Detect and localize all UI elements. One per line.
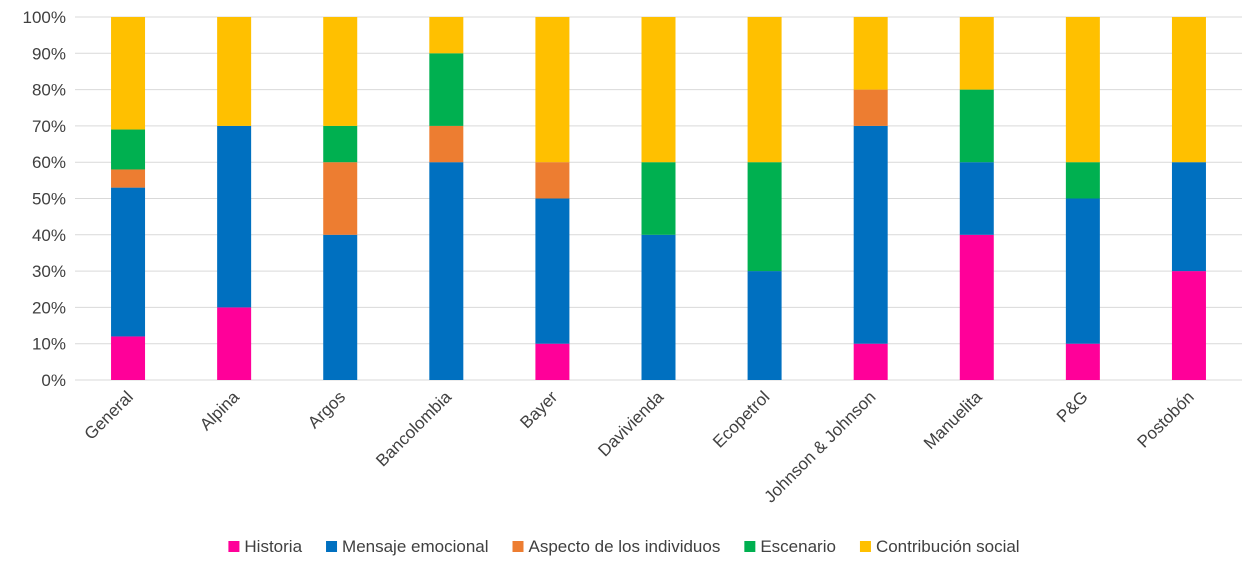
bar-segment — [323, 234, 358, 380]
bar-segment — [1171, 162, 1206, 272]
bar-segment — [959, 89, 994, 163]
bar-segment — [323, 125, 358, 163]
legend-item: Contribución social — [859, 537, 1020, 556]
bar-segment — [853, 17, 888, 90]
y-tick-label: 60% — [32, 153, 66, 172]
bar-segment — [217, 307, 252, 380]
y-tick-label: 80% — [32, 81, 66, 100]
bar-segment — [323, 162, 358, 235]
y-tick-label: 50% — [32, 190, 66, 209]
bar-segment — [429, 53, 464, 126]
bar-segment — [535, 17, 570, 163]
y-tick-label: 90% — [32, 44, 66, 63]
x-tick-label: Davivienda — [594, 387, 667, 460]
y-tick-label: 100% — [23, 8, 66, 27]
legend-item: Escenario — [744, 537, 836, 556]
y-tick-label: 20% — [32, 298, 66, 317]
y-tick-label: 40% — [32, 226, 66, 245]
legend-swatch — [744, 541, 756, 552]
legend-swatch — [512, 541, 524, 552]
bar-segment — [959, 162, 994, 235]
bar-segment — [641, 17, 676, 163]
y-tick-label: 70% — [32, 117, 66, 136]
x-tick-label: General — [81, 387, 137, 443]
bar-segment — [217, 17, 252, 126]
bar-segment — [111, 187, 146, 337]
x-tick-label: Argos — [304, 387, 349, 432]
bar-segment — [1065, 343, 1100, 380]
x-tick-label: Johnson & Johnson — [760, 387, 879, 506]
x-tick-label: Bayer — [516, 387, 561, 432]
bar-segment — [111, 169, 146, 188]
legend-label: Aspecto de los individuos — [529, 537, 721, 556]
bar-segment — [641, 234, 676, 380]
x-tick-label: Manuelita — [920, 387, 986, 453]
legend-item: Historia — [228, 537, 303, 556]
y-tick-label: 30% — [32, 262, 66, 281]
bar-segment — [1171, 17, 1206, 163]
x-tick-label: Postobón — [1134, 387, 1198, 451]
bar-segment — [853, 343, 888, 380]
bar-segment — [959, 234, 994, 380]
x-tick-label: Ecopetrol — [709, 387, 773, 451]
bar-segment — [747, 162, 782, 272]
legend-label: Mensaje emocional — [342, 537, 488, 556]
bar-segment — [429, 125, 464, 163]
legend-label: Contribución social — [876, 537, 1020, 556]
y-tick-label: 0% — [41, 371, 66, 390]
bar-segment — [429, 162, 464, 380]
x-tick-label: Alpina — [196, 387, 243, 434]
bar-segment — [747, 271, 782, 380]
x-tick-label: P&G — [1053, 387, 1092, 426]
legend-item: Mensaje emocional — [326, 537, 489, 556]
legend-swatch — [228, 541, 240, 552]
bar-segment — [853, 89, 888, 126]
bar-segment — [535, 162, 570, 199]
bar-segment — [1171, 271, 1206, 380]
legend: Historia Mensaje emocional Aspecto de los … — [228, 537, 1020, 556]
bar-segment — [641, 162, 676, 235]
bar-segment — [1065, 162, 1100, 199]
bar-segment — [535, 343, 570, 380]
y-tick-label: 10% — [32, 335, 66, 354]
x-tick-label: Bancolombia — [372, 387, 455, 470]
bar-segment — [1065, 198, 1100, 344]
axes: 0% 10% 20% 30% 40% 50% 60% 70% 80% 90% 100% General… — [23, 8, 1198, 506]
legend-swatch — [326, 541, 338, 552]
bar-segment — [217, 125, 252, 308]
bar-segment — [747, 17, 782, 163]
bars — [111, 17, 1206, 380]
bar-segment — [323, 17, 358, 126]
legend-swatch — [859, 541, 871, 552]
legend-label: Historia — [244, 537, 302, 556]
bar-segment — [111, 129, 146, 170]
bar-segment — [111, 336, 146, 380]
bar-segment — [853, 125, 888, 344]
legend-item: Aspecto de los individuos — [512, 537, 721, 556]
bar-segment — [959, 17, 994, 90]
bar-segment — [111, 17, 146, 130]
bar-segment — [1065, 17, 1100, 163]
bar-segment — [429, 17, 464, 54]
bar-segment — [535, 198, 570, 344]
legend-label: Escenario — [760, 537, 836, 556]
